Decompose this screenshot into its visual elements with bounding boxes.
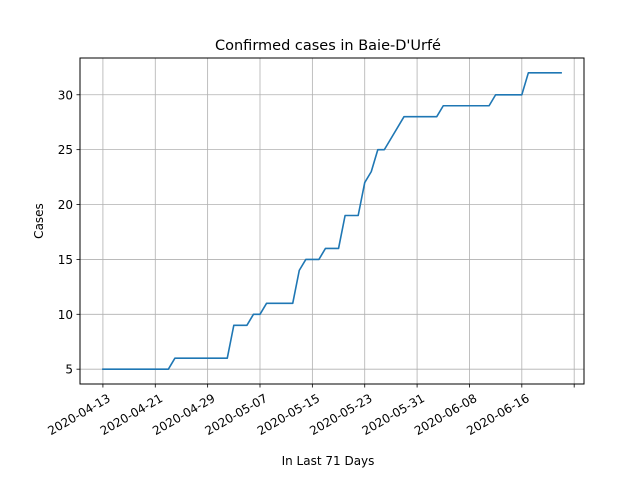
y-tick-label: 30 [58, 88, 73, 102]
y-tick-label: 15 [58, 253, 73, 267]
y-tick-label: 25 [58, 143, 73, 157]
y-tick-label: 5 [65, 363, 73, 377]
series-line [102, 72, 562, 370]
y-tick-label: 10 [58, 308, 73, 322]
y-axis-label: Cases [32, 203, 46, 239]
plot-frame [79, 57, 585, 385]
axis-ticks: 2020-04-132020-04-212020-04-292020-05-07… [45, 88, 575, 438]
x-axis-label: In Last 71 Days [282, 454, 375, 468]
grid [80, 58, 584, 384]
series-layer [102, 72, 562, 370]
y-tick-label: 20 [58, 198, 73, 212]
chart-title: Confirmed cases in Baie-D'Urfé [215, 38, 441, 54]
